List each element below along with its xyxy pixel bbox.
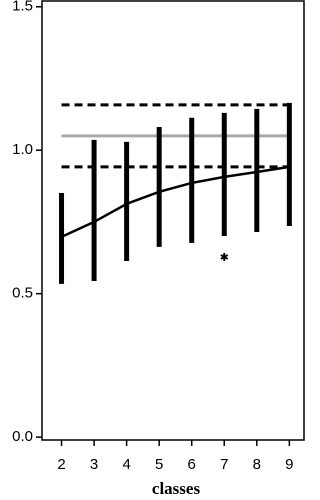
x-tick-label: 9 <box>285 456 293 473</box>
x-tick-label: 2 <box>57 456 65 473</box>
mean-line <box>61 165 290 238</box>
x-tick-label: 4 <box>122 456 130 473</box>
asterisk-point <box>220 252 229 261</box>
x-tick-label: 5 <box>155 456 163 473</box>
chart: classes 0.0 0.5 1.0 1.5 2 3 4 5 6 7 8 9 <box>12 0 305 498</box>
y-tick-label: 1.0 <box>12 141 33 158</box>
y-tick-label: 0.5 <box>12 285 33 302</box>
x-tick-label: 3 <box>90 456 98 473</box>
x-tick-label: 6 <box>188 456 196 473</box>
x-tick-label: 8 <box>253 456 261 473</box>
plot-frame <box>41 0 305 441</box>
x-axis-label: classes <box>152 479 201 498</box>
asterisk-stroke <box>220 254 229 260</box>
y-tick-label: 1.5 <box>12 0 33 15</box>
y-tick-label: 0.0 <box>12 428 33 445</box>
x-tick-label: 7 <box>220 456 228 473</box>
